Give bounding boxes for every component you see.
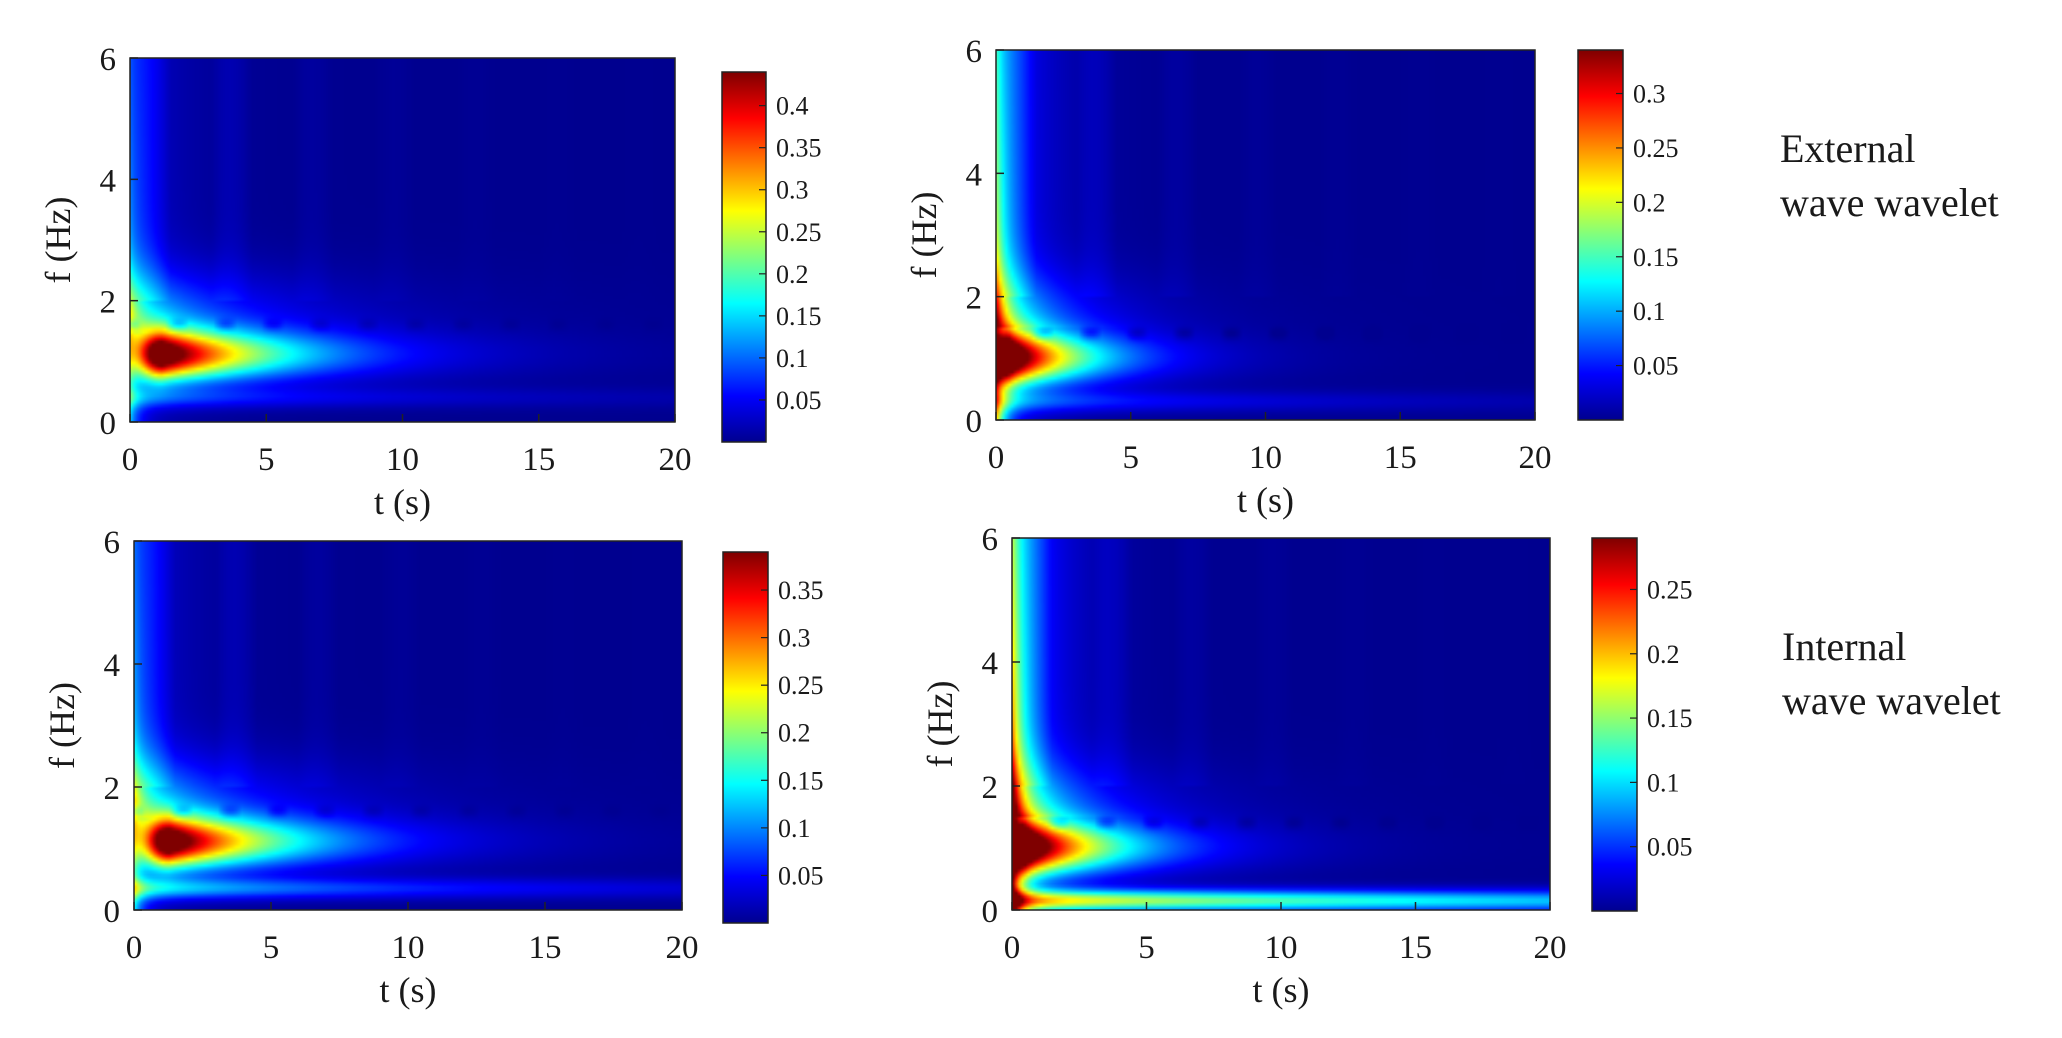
x-tick-label: 20 bbox=[659, 442, 692, 478]
y-tick-label: 2 bbox=[982, 770, 999, 806]
panel-top-right: 0 5 10 15 20 0 2 4 6 t (s) f (Hz) 0.05 0.1 0.15 0.2 0.2… bbox=[904, 34, 1679, 520]
y-tick-label: 0 bbox=[982, 894, 999, 930]
y-tick-label: 4 bbox=[982, 646, 999, 682]
y-tick-label: 0 bbox=[104, 894, 121, 930]
x-tick-label: 15 bbox=[1384, 440, 1417, 476]
y-tick-label: 6 bbox=[982, 522, 999, 558]
colorbar-tick-label: 0.25 bbox=[776, 218, 822, 247]
colorbar-tick-label: 0.3 bbox=[778, 624, 811, 653]
x-tick-label: 0 bbox=[122, 442, 139, 478]
colorbar-tick-label: 0.15 bbox=[778, 766, 824, 795]
x-tick-label: 10 bbox=[1249, 440, 1282, 476]
x-tick-label: 20 bbox=[1519, 440, 1552, 476]
colorbar-tick-label: 0.05 bbox=[1647, 833, 1693, 862]
x-axis-label: t (s) bbox=[374, 482, 431, 522]
colorbar-tick-label: 0.25 bbox=[1633, 134, 1679, 163]
colorbar-tick-label: 0.15 bbox=[1633, 243, 1679, 272]
y-axis-label: f (Hz) bbox=[42, 682, 82, 769]
y-tick-label: 0 bbox=[100, 406, 117, 442]
colorbar-tick-label: 0.2 bbox=[776, 260, 809, 289]
x-tick-label: 0 bbox=[988, 440, 1005, 476]
panel-top-left: 0 5 10 15 20 0 2 4 6 t (s) f (Hz) 0.05 0.1 0.15 0.2 0.2… bbox=[38, 42, 822, 522]
x-tick-label: 20 bbox=[1534, 930, 1567, 966]
y-axis-label: f (Hz) bbox=[920, 681, 960, 768]
y-tick-label: 4 bbox=[104, 648, 121, 684]
x-tick-label: 5 bbox=[1123, 440, 1140, 476]
colorbar-tick-label: 0.1 bbox=[1647, 768, 1680, 797]
row-label-internal-line1: Internal bbox=[1782, 624, 1906, 669]
y-tick-label: 4 bbox=[966, 157, 983, 193]
colorbar-tick-label: 0.35 bbox=[776, 134, 822, 163]
x-tick-label: 5 bbox=[258, 442, 275, 478]
x-axis-label: t (s) bbox=[1237, 480, 1294, 520]
y-tick-label: 6 bbox=[104, 525, 121, 561]
x-tick-label: 10 bbox=[386, 442, 419, 478]
colorbar-tick-label: 0.4 bbox=[776, 92, 809, 121]
y-tick-label: 2 bbox=[104, 771, 121, 807]
x-axis-label: t (s) bbox=[1253, 970, 1310, 1010]
x-tick-label: 5 bbox=[263, 930, 280, 966]
colorbar-tick-label: 0.1 bbox=[1633, 297, 1666, 326]
panel-bottom-left: 0 5 10 15 20 0 2 4 6 t (s) f (Hz) 0.05 0.1 0.15 0.2 0.2… bbox=[42, 525, 824, 1010]
colorbar-tick-label: 0.2 bbox=[778, 719, 811, 748]
colorbar-tick-label: 0.15 bbox=[1647, 704, 1693, 733]
colorbar-tick-label: 0.25 bbox=[778, 671, 824, 700]
x-tick-label: 15 bbox=[1399, 930, 1432, 966]
heatmap-top-right bbox=[996, 50, 1535, 420]
colorbar-tick-label: 0.05 bbox=[776, 386, 822, 415]
heatmap-bottom-left bbox=[134, 541, 682, 910]
heatmap-top-left bbox=[130, 58, 675, 422]
y-tick-label: 6 bbox=[100, 42, 117, 78]
colorbar-tick-label: 0.35 bbox=[778, 576, 824, 605]
colorbar bbox=[722, 551, 769, 924]
y-tick-label: 6 bbox=[966, 34, 983, 70]
y-tick-label: 4 bbox=[100, 163, 117, 199]
colorbar-tick-label: 0.2 bbox=[1647, 640, 1680, 669]
x-tick-label: 15 bbox=[522, 442, 555, 478]
heatmap-bottom-right bbox=[1012, 538, 1550, 910]
colorbar-tick-label: 0.3 bbox=[776, 176, 809, 205]
y-tick-label: 0 bbox=[966, 404, 983, 440]
colorbar-tick-label: 0.25 bbox=[1647, 575, 1693, 604]
row-label-external: External wave wavelet bbox=[1780, 126, 1999, 225]
colorbar-tick-label: 0.1 bbox=[778, 814, 811, 843]
colorbar-tick-label: 0.2 bbox=[1633, 188, 1666, 217]
y-axis-label: f (Hz) bbox=[38, 197, 78, 284]
colorbar bbox=[1591, 537, 1638, 912]
row-label-external-line2: wave wavelet bbox=[1780, 180, 1999, 225]
x-tick-label: 0 bbox=[126, 930, 143, 966]
row-label-internal: Internal wave wavelet bbox=[1782, 624, 2001, 723]
colorbar-tick-label: 0.3 bbox=[1633, 80, 1666, 109]
x-tick-label: 10 bbox=[392, 930, 425, 966]
x-tick-label: 0 bbox=[1004, 930, 1021, 966]
panel-bottom-right: 0 5 10 15 20 0 2 4 6 t (s) f (Hz) 0.05 0.1 0.15 0.2 0.2… bbox=[920, 522, 1693, 1010]
x-tick-label: 15 bbox=[529, 930, 562, 966]
colorbar bbox=[721, 71, 767, 443]
colorbar-tick-label: 0.15 bbox=[776, 302, 822, 331]
colorbar-tick-label: 0.05 bbox=[778, 861, 824, 890]
x-tick-label: 20 bbox=[666, 930, 699, 966]
y-axis-label: f (Hz) bbox=[904, 192, 944, 279]
colorbar-tick-label: 0.05 bbox=[1633, 352, 1679, 381]
x-tick-label: 10 bbox=[1265, 930, 1298, 966]
row-label-internal-line2: wave wavelet bbox=[1782, 678, 2001, 723]
y-tick-label: 2 bbox=[966, 281, 983, 317]
colorbar bbox=[1577, 49, 1624, 421]
colorbar-tick-label: 0.1 bbox=[776, 344, 809, 373]
x-tick-label: 5 bbox=[1138, 930, 1155, 966]
y-tick-label: 2 bbox=[100, 285, 117, 321]
x-axis-label: t (s) bbox=[380, 970, 437, 1010]
row-label-external-line1: External bbox=[1780, 126, 1916, 171]
